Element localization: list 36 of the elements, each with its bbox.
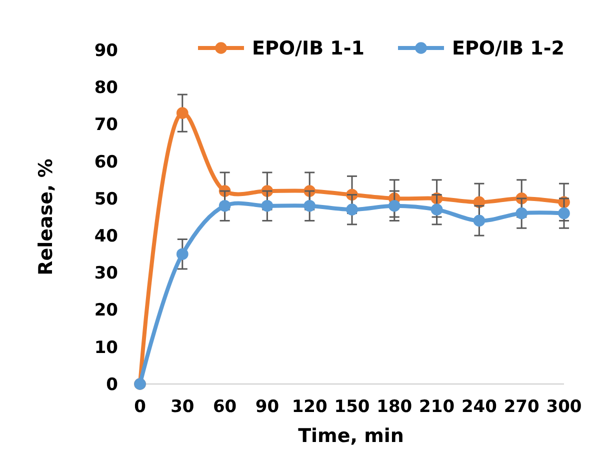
point: [388, 200, 400, 212]
point: [304, 200, 316, 212]
y-tick-label: 0: [106, 374, 118, 395]
x-tick-label: 150: [334, 397, 370, 417]
y-tick-label: 50: [94, 189, 118, 210]
x-tick-label: 240: [461, 397, 498, 417]
point: [176, 248, 188, 260]
y-tick-label: 40: [94, 226, 118, 247]
y-tick-label: 60: [94, 152, 118, 172]
point: [473, 214, 486, 227]
point: [346, 204, 358, 216]
y-tick-label: 30: [94, 264, 118, 284]
x-axis-title: Time, min: [298, 425, 404, 447]
x-tick-label: 0: [134, 397, 146, 417]
x-tick-label: 300: [546, 397, 582, 417]
x-tick-label: 90: [255, 397, 280, 417]
y-tick-label: 10: [94, 338, 118, 358]
point: [218, 200, 231, 212]
x-tick-label: 60: [212, 397, 237, 417]
x-tick-label: 180: [376, 397, 412, 417]
y-tick-label: 70: [94, 115, 118, 136]
legend-label: EPO/IB 1-2: [452, 38, 564, 60]
point: [261, 200, 274, 212]
y-tick-label: 80: [94, 78, 118, 98]
point: [558, 207, 570, 220]
point: [176, 107, 188, 119]
y-axis-title: Release, %: [35, 158, 57, 276]
x-tick-label: 210: [419, 397, 455, 417]
y-tick-label: 90: [94, 40, 118, 61]
legend-label: EPO/IB 1-1: [252, 38, 364, 60]
x-tick-label: 30: [170, 397, 194, 417]
x-tick-label: 120: [292, 397, 328, 417]
point: [430, 204, 443, 216]
x-tick-label: 270: [504, 397, 540, 417]
y-tick-label: 20: [94, 300, 118, 321]
point: [516, 207, 528, 220]
